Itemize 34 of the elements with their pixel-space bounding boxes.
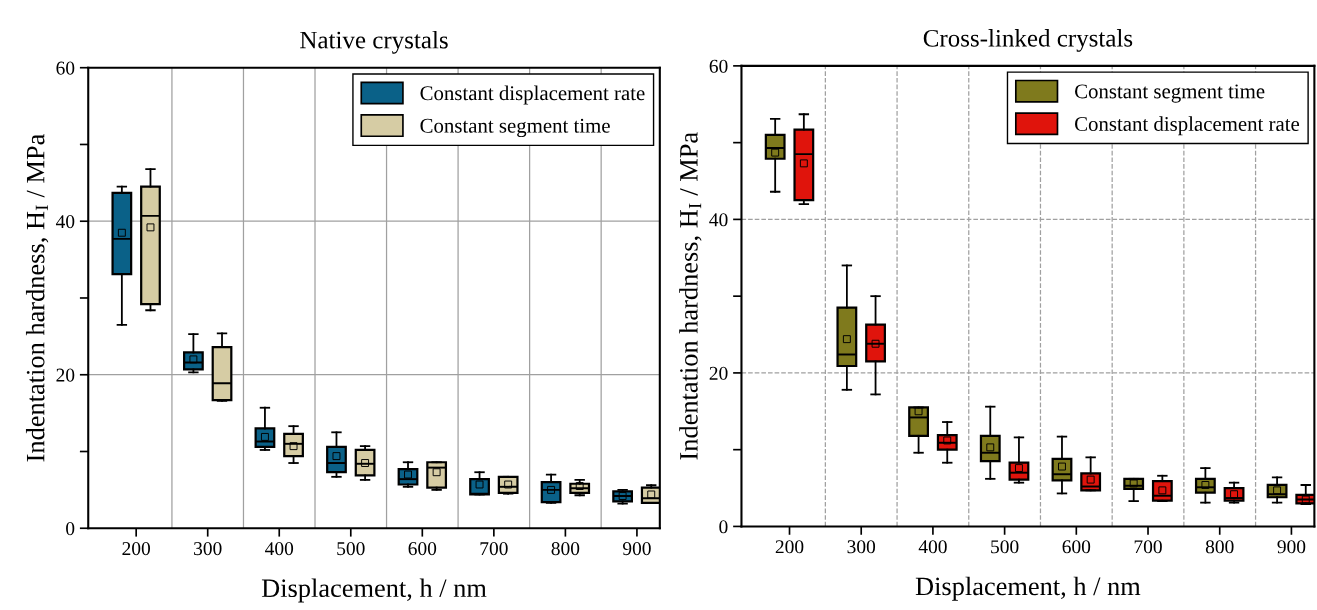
x-tick-label: 400 bbox=[918, 540, 947, 554]
x-tick-label: 500 bbox=[337, 542, 365, 556]
legend-label: Constant segment time bbox=[420, 118, 610, 138]
x-tick-label: 200 bbox=[775, 540, 804, 554]
y-tick-label: 40 bbox=[55, 215, 75, 229]
x-tick-label: 700 bbox=[480, 542, 508, 556]
x-tick-label: 600 bbox=[1062, 540, 1091, 554]
x-tick-label: 600 bbox=[408, 542, 437, 556]
x-tick-label: 700 bbox=[1134, 540, 1162, 554]
x-tick-label: 800 bbox=[551, 542, 580, 556]
chart-title: Native crystals bbox=[300, 30, 448, 54]
legend-label: Constant displacement rate bbox=[1075, 116, 1300, 136]
x-tick-label: 800 bbox=[1205, 540, 1234, 554]
y-tick-label: 20 bbox=[709, 366, 728, 380]
x-tick-label: 300 bbox=[194, 542, 222, 556]
x-tick-label: 200 bbox=[122, 542, 151, 556]
x-tick-label: 900 bbox=[1277, 540, 1306, 554]
y-tick-label: 20 bbox=[56, 368, 75, 382]
x-tick-label: 400 bbox=[265, 542, 294, 556]
chart-title: Cross-linked crystals bbox=[923, 29, 1133, 52]
x-tick-label: 500 bbox=[991, 540, 1019, 554]
x-tick-label: 900 bbox=[622, 542, 651, 556]
x-axis-title: Displacement, h / nm bbox=[261, 578, 487, 603]
legend-label: Constant displacement rate bbox=[420, 85, 645, 105]
y-tick-label: 60 bbox=[56, 61, 75, 75]
y-tick-label: 40 bbox=[709, 213, 728, 227]
y-tick-label: 0 bbox=[719, 520, 728, 534]
y-axis-title: Indentation hardness, H$_{I}$ / MPa bbox=[25, 134, 49, 462]
x-tick-label: 300 bbox=[847, 540, 876, 554]
y-tick-label: 0 bbox=[66, 522, 75, 536]
x-axis-title: Displacement, h / nm bbox=[915, 576, 1141, 601]
legend-label: Constant segment time bbox=[1075, 84, 1265, 103]
y-axis-title: Indentation hardness, H$_{I}$ / MPa bbox=[679, 132, 702, 460]
y-tick-label: 60 bbox=[709, 59, 728, 73]
